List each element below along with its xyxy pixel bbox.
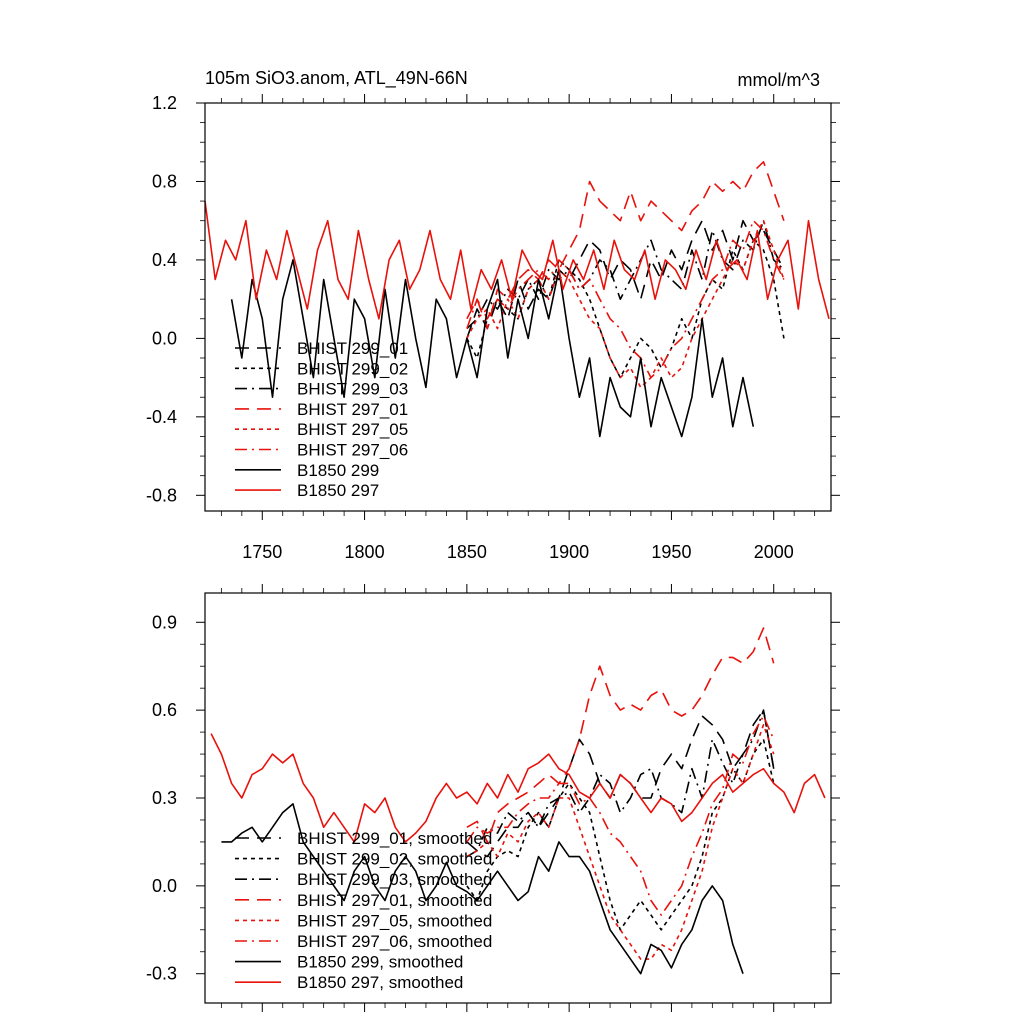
- top-x-tick-label: 2000: [754, 542, 794, 562]
- chart-units: mmol/m^3: [738, 70, 820, 90]
- top-legend-label: BHIST 297_05: [297, 420, 408, 439]
- bottom-y-tick-label: 0.9: [152, 612, 177, 632]
- bottom-series-line-4: [466, 627, 775, 843]
- top-series-line-3: [466, 219, 785, 330]
- bottom-legend-label: BHIST 299_03, smoothed: [297, 870, 492, 889]
- bottom-legend: BHIST 299_01, smoothed BHIST 299_02, smoo…: [235, 829, 492, 992]
- chart-title: 105m SiO3.anom, ATL_49N-66N: [205, 68, 468, 89]
- top-series-line-8: [204, 200, 830, 320]
- top-y-tick-label: -0.4: [146, 407, 177, 427]
- top-legend-label: BHIST 297_01: [297, 400, 408, 419]
- top-y-tick-label: 0.8: [152, 171, 177, 191]
- top-legend-label: BHIST 299_03: [297, 380, 408, 399]
- top-x-tick-label: 1800: [345, 542, 385, 562]
- top-x-tick-label: 1850: [447, 542, 487, 562]
- bottom-legend-label: BHIST 297_05, smoothed: [297, 911, 492, 930]
- top-series-line-7: [230, 259, 755, 438]
- top-legend-label: B1850 299: [297, 461, 379, 480]
- top-plot-frame: [204, 102, 832, 512]
- bottom-series-line-5: [466, 723, 775, 960]
- top-x-tick-label: 1900: [549, 542, 589, 562]
- top-y-tick-label: -0.8: [146, 485, 177, 505]
- bottom-y-tick-label: 0.6: [152, 700, 177, 720]
- top-y-tick-label: 1.2: [152, 93, 177, 113]
- top-legend-label: BHIST 299_02: [297, 359, 408, 378]
- top-y-tick-label: 0.4: [152, 250, 177, 270]
- top-y-tick-label: 0.0: [152, 328, 177, 348]
- bottom-series-line-6: [466, 715, 775, 916]
- top-series-group: [204, 161, 830, 438]
- bottom-series-line-7: [221, 803, 744, 975]
- top-x-tick-label: 1950: [651, 542, 691, 562]
- bottom-legend-label: BHIST 297_01, smoothed: [297, 891, 492, 910]
- top-legend-label: BHIST 299_01: [297, 339, 408, 358]
- bottom-legend-label: B1850 297, smoothed: [297, 973, 463, 992]
- top-legend-label: BHIST 297_06: [297, 441, 408, 460]
- bottom-legend-label: BHIST 299_01, smoothed: [297, 829, 492, 848]
- top-series-line-4: [466, 161, 785, 330]
- top-series-line-6: [466, 219, 785, 379]
- bottom-y-tick-label: 0.0: [152, 876, 177, 896]
- bottom-legend-label: B1850 299, smoothed: [297, 953, 463, 972]
- top-x-tick-label: 1750: [242, 542, 282, 562]
- bottom-y-tick-label: 0.3: [152, 788, 177, 808]
- bottom-legend-label: BHIST 299_02, smoothed: [297, 850, 492, 869]
- bottom-series-line-2: [466, 738, 775, 931]
- bottom-series-group: [210, 627, 826, 975]
- top-legend-label: B1850 297: [297, 481, 379, 500]
- bottom-legend-label: BHIST 297_06, smoothed: [297, 932, 492, 951]
- top-panel: 1750 1800 1850 1900 1950 2000 -0.8 -0.4 0.0 0.4 0.…: [146, 93, 840, 562]
- bottom-y-tick-label: -0.3: [146, 964, 177, 984]
- bottom-series-line-8: [210, 733, 826, 843]
- top-series-line-5: [466, 219, 785, 389]
